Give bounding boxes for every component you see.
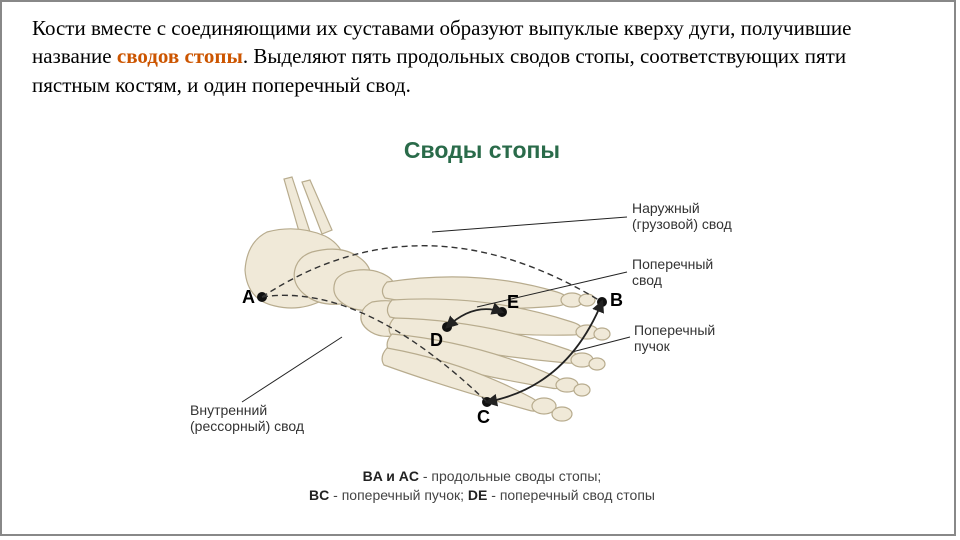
label-point-b: B — [610, 290, 623, 311]
leader-inner — [242, 337, 342, 402]
body-text: Кости вместе с соединяющими их суставами… — [32, 14, 924, 99]
leader-outer — [432, 217, 627, 232]
label-point-c: C — [477, 407, 490, 428]
caption-mid: - поперечный пучок; — [329, 487, 468, 503]
bone-group — [245, 177, 610, 421]
label-point-e: E — [507, 292, 519, 313]
diagram-caption: BA и AC - продольные своды стопы; BC - п… — [172, 467, 792, 505]
caption-end: - поперечный свод стопы — [487, 487, 655, 503]
diagram: Своды стопы — [172, 137, 792, 527]
caption-b1: BA и AC — [363, 468, 419, 484]
label-transverse-arch: Поперечный свод — [632, 256, 713, 288]
label-inner-arch: Внутренний (рессорный) свод — [190, 402, 304, 434]
label-transverse-beam: Поперечный пучок — [634, 322, 715, 354]
caption-b3: DE — [468, 487, 487, 503]
text-highlight: сводов стопы — [117, 44, 243, 68]
slide-frame: Кости вместе с соединяющими их суставами… — [0, 0, 956, 536]
label-point-a: A — [242, 287, 255, 308]
diagram-title: Своды стопы — [172, 137, 792, 164]
diagram-svg-wrapper: A B C D E Наружный (грузовой) свод Попер… — [172, 172, 792, 452]
label-outer-arch: Наружный (грузовой) свод — [632, 200, 732, 232]
caption-b2: BC — [309, 487, 329, 503]
caption-l1: - продольные своды стопы; — [419, 468, 601, 484]
label-point-d: D — [430, 330, 443, 351]
